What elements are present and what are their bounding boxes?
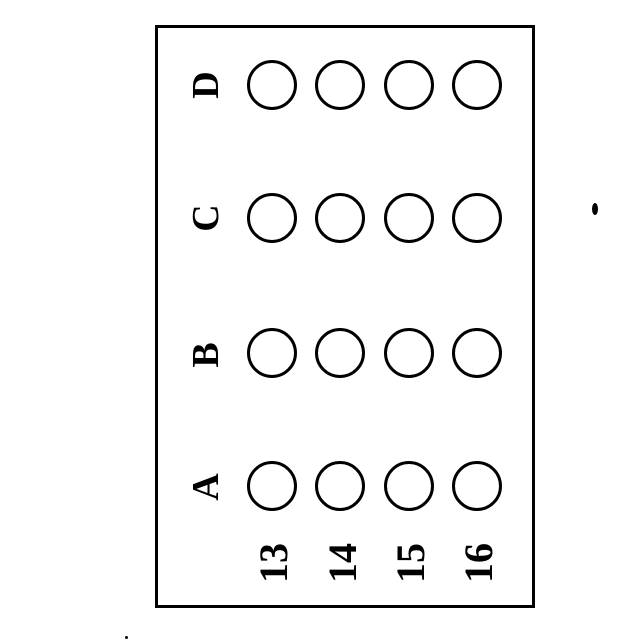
bubble-q13-b[interactable] (247, 328, 297, 378)
bubble-q13-a[interactable] (247, 461, 297, 511)
choice-label-a: A (185, 473, 227, 501)
question-number-13: 13 (251, 543, 296, 583)
answer-sheet-frame (155, 25, 535, 608)
question-number-15: 15 (388, 543, 433, 583)
bubble-q14-b[interactable] (315, 328, 365, 378)
choice-label-c: C (185, 204, 227, 232)
bubble-q15-c[interactable] (384, 193, 434, 243)
bubble-q13-c[interactable] (247, 193, 297, 243)
bubble-q15-b[interactable] (384, 328, 434, 378)
question-number-16: 16 (456, 543, 501, 583)
stray-mark-dot (125, 636, 128, 639)
bubble-q16-c[interactable] (452, 193, 502, 243)
choice-label-d: D (185, 71, 227, 99)
bubble-q13-d[interactable] (247, 60, 297, 110)
bubble-q14-c[interactable] (315, 193, 365, 243)
question-number-14: 14 (320, 543, 365, 583)
bubble-q16-d[interactable] (452, 60, 502, 110)
stray-mark (592, 203, 598, 215)
bubble-q16-a[interactable] (452, 461, 502, 511)
choice-label-b: B (185, 342, 227, 368)
bubble-q16-b[interactable] (452, 328, 502, 378)
bubble-q14-d[interactable] (315, 60, 365, 110)
bubble-q15-d[interactable] (384, 60, 434, 110)
bubble-q15-a[interactable] (384, 461, 434, 511)
bubble-q14-a[interactable] (315, 461, 365, 511)
